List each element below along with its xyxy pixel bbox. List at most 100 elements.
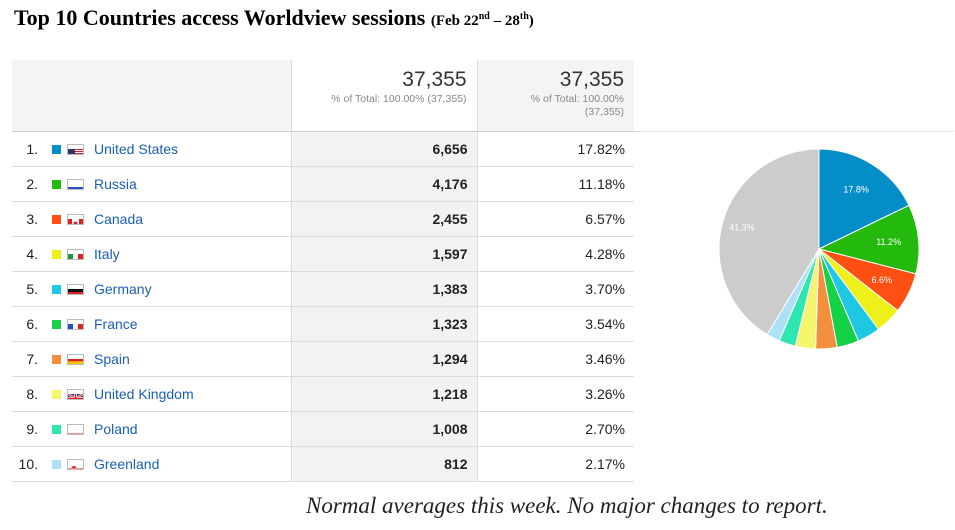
legend-swatch (52, 354, 61, 364)
country-cell: 3. Canada (12, 201, 291, 237)
row-divider-extension (634, 131, 954, 132)
country-link[interactable]: United States (94, 141, 179, 157)
rank-label: 1. (26, 141, 38, 157)
table-row: 1. United States 6,656 17.82% (12, 131, 634, 167)
sessions-cell: 1,008 (290, 411, 477, 447)
legend-swatch (52, 389, 61, 399)
pct-cell: 3.46% (476, 341, 634, 377)
legend-swatch (52, 214, 61, 224)
pie-chart: 17.8% 11.2% 6.6% 41.3% (718, 148, 920, 350)
legend-swatch (52, 424, 61, 434)
sessions-cell: 6,656 (290, 131, 477, 167)
table-row: 4. Italy 1,597 4.28% (12, 236, 634, 272)
pct-total: 37,355 (559, 68, 624, 91)
country-link[interactable]: Greenland (94, 456, 160, 472)
pct-cell: 3.70% (476, 271, 634, 307)
legend-swatch (52, 144, 61, 154)
country-cell: 10. Greenland (12, 446, 291, 482)
pct-cell: 17.82% (476, 131, 634, 167)
header-pct-cell: 37,355 % of Total: 100.00% (37,355) (476, 60, 634, 132)
country-cell: 1. United States (12, 131, 291, 167)
title-main: Top 10 Countries access Worldview sessio… (14, 5, 426, 30)
summary-note: Normal averages this week. No major chan… (306, 493, 828, 518)
sessions-cell: 812 (290, 446, 477, 482)
table-row: 10. Greenland 812 2.17% (12, 446, 634, 482)
sessions-cell: 1,383 (290, 271, 477, 307)
table-row: 9. Poland 1,008 2.70% (12, 411, 634, 447)
rank-label: 4. (26, 246, 38, 262)
legend-swatch (52, 249, 61, 259)
ca-flag-icon (67, 213, 84, 225)
pie-slice-other[interactable] (718, 148, 820, 336)
country-link[interactable]: United Kingdom (94, 386, 194, 402)
country-cell: 7. Spain (12, 341, 291, 377)
pct-cell: 6.57% (476, 201, 634, 237)
pct-cell: 11.18% (476, 166, 634, 202)
fr-flag-icon (67, 318, 84, 330)
rank-label: 6. (26, 316, 38, 332)
pct-cell: 2.70% (476, 411, 634, 447)
pct-total-sub-2: (37,355) (584, 106, 624, 118)
rank-label: 9. (26, 421, 38, 437)
pct-cell: 4.28% (476, 236, 634, 272)
header-country-cell (12, 60, 291, 132)
pie-data-label: 6.6% (872, 275, 893, 285)
sessions-cell: 1,218 (290, 376, 477, 412)
country-cell: 5. Germany (12, 271, 291, 307)
country-table: 37,355 % of Total: 100.00% (37,355) 37,3… (12, 60, 634, 482)
country-link[interactable]: France (94, 316, 138, 332)
sessions-total: 37,355 (402, 68, 467, 91)
legend-swatch (52, 284, 61, 294)
rank-label: 5. (26, 281, 38, 297)
sessions-cell: 4,176 (290, 166, 477, 202)
es-flag-icon (67, 353, 84, 365)
pl-flag-icon (67, 423, 84, 435)
rank-label: 8. (26, 386, 38, 402)
legend-swatch (52, 459, 61, 469)
country-link[interactable]: Poland (94, 421, 138, 437)
country-link[interactable]: Canada (94, 211, 144, 227)
us-flag-icon (67, 143, 84, 155)
rank-label: 7. (26, 351, 38, 367)
pie-slice-united-states[interactable] (818, 148, 910, 250)
table-row: 6. France 1,323 3.54% (12, 306, 634, 342)
table-row: 7. Spain 1,294 3.46% (12, 341, 634, 377)
country-cell: 2. Russia (12, 166, 291, 202)
table-row: 2. Russia 4,176 11.18% (12, 166, 634, 202)
country-cell: 6. France (12, 306, 291, 342)
country-cell: 8. United Kingdom (12, 376, 291, 412)
pie-data-label: 41.3% (729, 222, 755, 232)
ru-flag-icon (67, 178, 84, 190)
title-date-range: (Feb 22nd – 28th) (430, 11, 534, 29)
de-flag-icon (67, 283, 84, 295)
sessions-cell: 1,294 (290, 341, 477, 377)
pct-total-sub-1: % of Total: 100.00% (530, 93, 624, 105)
legend-swatch (52, 319, 61, 329)
rank-label: 2. (26, 176, 38, 192)
rank-label: 10. (18, 456, 38, 472)
gl-flag-icon (67, 458, 84, 470)
table-row: 5. Germany 1,383 3.70% (12, 271, 634, 307)
country-cell: 9. Poland (12, 411, 291, 447)
sessions-cell: 1,323 (290, 306, 477, 342)
country-link[interactable]: Spain (94, 351, 130, 367)
country-link[interactable]: Italy (94, 246, 120, 262)
country-link[interactable]: Russia (94, 176, 137, 192)
page-title: Top 10 Countries access Worldview sessio… (14, 5, 534, 31)
country-cell: 4. Italy (12, 236, 291, 272)
header-sessions-cell: 37,355 % of Total: 100.00% (37,355) (290, 60, 477, 132)
pct-cell: 3.54% (476, 306, 634, 342)
country-link[interactable]: Germany (94, 281, 152, 297)
table-row: 8. United Kingdom 1,218 3.26% (12, 376, 634, 412)
pct-cell: 3.26% (476, 376, 634, 412)
sessions-cell: 1,597 (290, 236, 477, 272)
table-row: 3. Canada 2,455 6.57% (12, 201, 634, 237)
gb-flag-icon (67, 388, 84, 400)
pct-cell: 2.17% (476, 446, 634, 482)
rank-label: 3. (26, 211, 38, 227)
it-flag-icon (67, 248, 84, 260)
legend-swatch (52, 179, 61, 189)
pie-data-label: 11.2% (876, 237, 901, 247)
pie-slice-russia[interactable] (817, 204, 920, 275)
table-header-row: 37,355 % of Total: 100.00% (37,355) 37,3… (12, 60, 634, 132)
